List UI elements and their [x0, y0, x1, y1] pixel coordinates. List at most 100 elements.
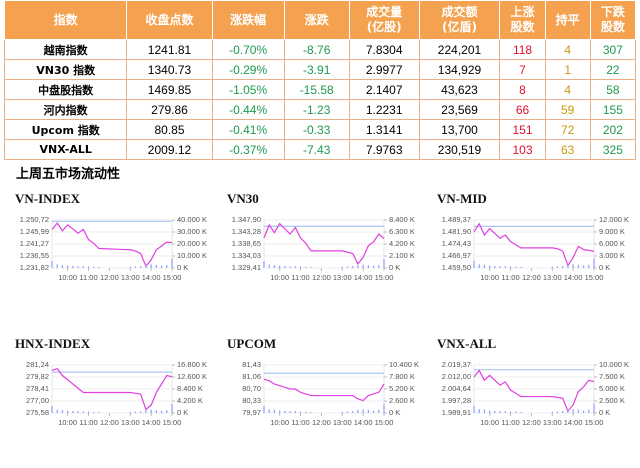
- price-line: [473, 222, 595, 267]
- volume-bar: [279, 265, 281, 268]
- volume-bar: [77, 266, 79, 268]
- y-tick-label: 1.459,50: [442, 263, 471, 272]
- x-tick-label: 14:00: [564, 418, 583, 427]
- volume-bar: [567, 409, 569, 413]
- x-tick-label: 12:00: [522, 418, 541, 427]
- y-tick-label: 1.347,90: [232, 215, 261, 224]
- table-cell: 2.1407: [348, 79, 420, 100]
- volume-bar: [494, 266, 496, 268]
- volume-bar: [473, 405, 475, 413]
- y-tick-label: 81,43: [242, 360, 261, 369]
- y2-tick-label: 30.000 K: [177, 227, 207, 236]
- y2-tick-label: 12.000 K: [599, 215, 629, 224]
- x-tick-label: 10:00: [270, 273, 289, 282]
- table-cell: -7.43: [283, 139, 350, 160]
- index-table: 指数 收盘点数 涨跌幅 涨跌 成交量 (亿股) 成交额 (亿盾) 上涨 股数 持平 下跌 股数越…: [3, 0, 637, 160]
- table-cell: 43,623: [418, 79, 501, 100]
- volume-bar: [145, 410, 147, 413]
- table-cell: 63: [544, 139, 591, 160]
- volume-bar: [593, 258, 595, 268]
- volume-bar: [520, 412, 522, 413]
- header-cell: 涨跌: [283, 0, 350, 40]
- table-cell: 1.2231: [348, 99, 420, 120]
- chart-title: VN-INDEX: [15, 191, 81, 206]
- volume-bar: [346, 411, 349, 413]
- volume-bar: [129, 266, 131, 268]
- header-cell: 持平: [544, 0, 591, 40]
- price-line: [51, 222, 173, 268]
- volume-bar: [483, 264, 486, 268]
- volume-bar: [294, 266, 296, 268]
- y-tick-label: 81,06: [242, 372, 261, 381]
- volume-bar: [489, 265, 491, 268]
- y-tick-label: 2.019,37: [442, 360, 471, 369]
- y2-tick-label: 0 K: [177, 263, 188, 272]
- header-cell: 上涨 股数: [499, 0, 546, 40]
- y2-tick-label: 6.300 K: [389, 227, 415, 236]
- volume-bar: [279, 410, 281, 413]
- y2-tick-label: 5.000 K: [599, 384, 625, 393]
- volume-bar: [341, 411, 343, 413]
- volume-bar: [515, 266, 517, 268]
- y2-tick-label: 0 K: [177, 408, 188, 417]
- volume-bar: [134, 266, 137, 268]
- y2-tick-label: 40.000 K: [177, 215, 207, 224]
- x-tick-label: 15:00: [585, 418, 604, 427]
- y2-tick-label: 3.000 K: [599, 251, 625, 260]
- volume-bar: [273, 409, 276, 413]
- chart-title: VN30: [227, 191, 259, 206]
- y2-tick-label: 20.000 K: [177, 239, 207, 248]
- volume-bar: [588, 264, 590, 268]
- y2-tick-label: 9.000 K: [599, 227, 625, 236]
- volume-bar: [362, 409, 364, 413]
- y2-tick-label: 4.200 K: [389, 239, 415, 248]
- table-cell: 2009.12: [126, 139, 213, 160]
- volume-bar: [150, 264, 152, 268]
- y-tick-label: 1.474,43: [442, 239, 471, 248]
- y-tick-label: 80,33: [242, 396, 261, 405]
- x-tick-label: 13:00: [121, 273, 140, 282]
- volume-bar: [346, 266, 349, 268]
- volume-bar: [56, 264, 58, 268]
- x-tick-label: 11:00: [501, 273, 519, 282]
- volume-bar: [372, 410, 375, 413]
- y2-tick-label: 2.100 K: [389, 251, 415, 260]
- volume-bar: [67, 265, 69, 268]
- table-cell: -0.33: [283, 119, 350, 140]
- volume-bar: [305, 266, 307, 268]
- section-title: 上周五市场流动性: [16, 167, 121, 182]
- volume-bar: [478, 264, 480, 268]
- x-tick-label: 13:00: [543, 418, 562, 427]
- volume-bar: [556, 266, 559, 268]
- x-tick-label: 12:00: [312, 418, 331, 427]
- x-tick-label: 13:00: [333, 273, 352, 282]
- volume-bar: [72, 411, 74, 413]
- y2-tick-label: 0 K: [389, 408, 400, 417]
- x-tick-label: 12:00: [100, 273, 119, 282]
- y-tick-label: 1.997,28: [442, 396, 471, 405]
- volume-bar: [263, 406, 265, 413]
- y-tick-label: 1.338,65: [232, 239, 261, 248]
- x-tick-label: 11:00: [501, 418, 519, 427]
- y-tick-label: 275,58: [26, 408, 49, 417]
- volume-bar: [284, 265, 286, 268]
- x-tick-label: 10:00: [58, 418, 77, 427]
- volume-bar: [483, 409, 486, 413]
- volume-bar: [289, 266, 291, 268]
- x-tick-label: 14:00: [142, 418, 161, 427]
- volume-bar: [473, 260, 475, 268]
- price-line: [263, 378, 385, 402]
- table-row: VNX-ALL 2009.12 -0.37% -7.43 7.9763 230,519 10…: [3, 139, 637, 160]
- x-tick-label: 14:00: [354, 418, 373, 427]
- volume-bar: [577, 409, 579, 413]
- volume-bar: [504, 411, 506, 413]
- volume-bar: [284, 410, 286, 413]
- volume-bar: [171, 403, 173, 413]
- x-tick-label: 13:00: [333, 418, 352, 427]
- volume-bar: [82, 266, 84, 268]
- volume-bar: [268, 264, 270, 268]
- table-cell: 80.85: [126, 119, 213, 140]
- volume-bar: [299, 411, 302, 413]
- table-cell: 118: [499, 39, 546, 60]
